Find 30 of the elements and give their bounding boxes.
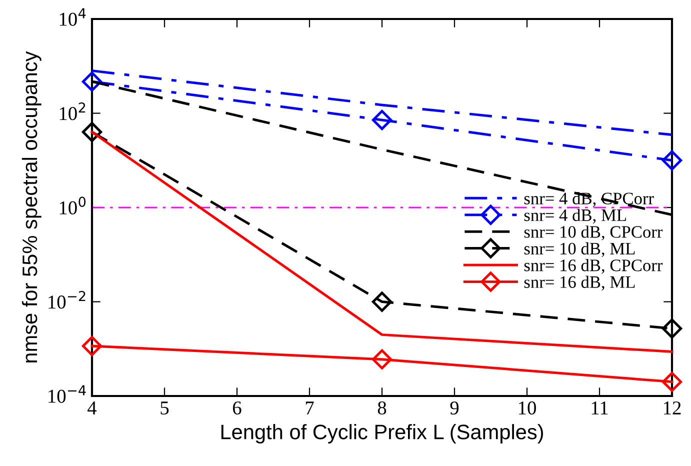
point (372, 110, 392, 130)
legend-label: snr= 10 dB, ML (524, 242, 635, 258)
y-tick-label: 10$^{2}$ (60, 102, 86, 120)
point (82, 71, 102, 92)
x-tick-label: 9 (450, 401, 459, 415)
x-axis-title: Length of Cyclic Prefix L (Samples) (221, 424, 544, 444)
x-tick-label: 5 (160, 402, 169, 415)
x-tick-label: 4 (88, 402, 97, 414)
point (372, 349, 392, 370)
y-tick-label: 10$^{−4}$ (48, 385, 86, 403)
point (82, 336, 102, 356)
x-tick-label: 8 (378, 401, 386, 415)
point (662, 372, 682, 392)
point (662, 150, 682, 170)
y-tick-label: 10$^{0}$ (60, 196, 86, 214)
point (372, 292, 392, 312)
y-tick-label: 10$^{4}$ (60, 8, 86, 26)
point (662, 318, 682, 339)
x-tick-label: 6 (232, 401, 242, 415)
legend-label: snr= 4 dB, ML (524, 208, 626, 224)
y-tick-label: 10$^{−2}$ (48, 290, 86, 309)
x-tick-label: 11 (592, 402, 608, 414)
x-tick-label: 12 (664, 401, 681, 414)
point (82, 122, 102, 142)
x-tick-label: 10 (518, 401, 536, 415)
legend-label: snr= 10 dB, CPCorr (524, 226, 663, 240)
y-axis-title: nmse for 55% spectral occupancy (22, 51, 42, 362)
legend-label: snr= 16 dB, ML (524, 276, 635, 290)
legend-label: snr= 16 dB, CPCorr (524, 259, 663, 274)
x-tick-label: 7 (306, 402, 314, 414)
